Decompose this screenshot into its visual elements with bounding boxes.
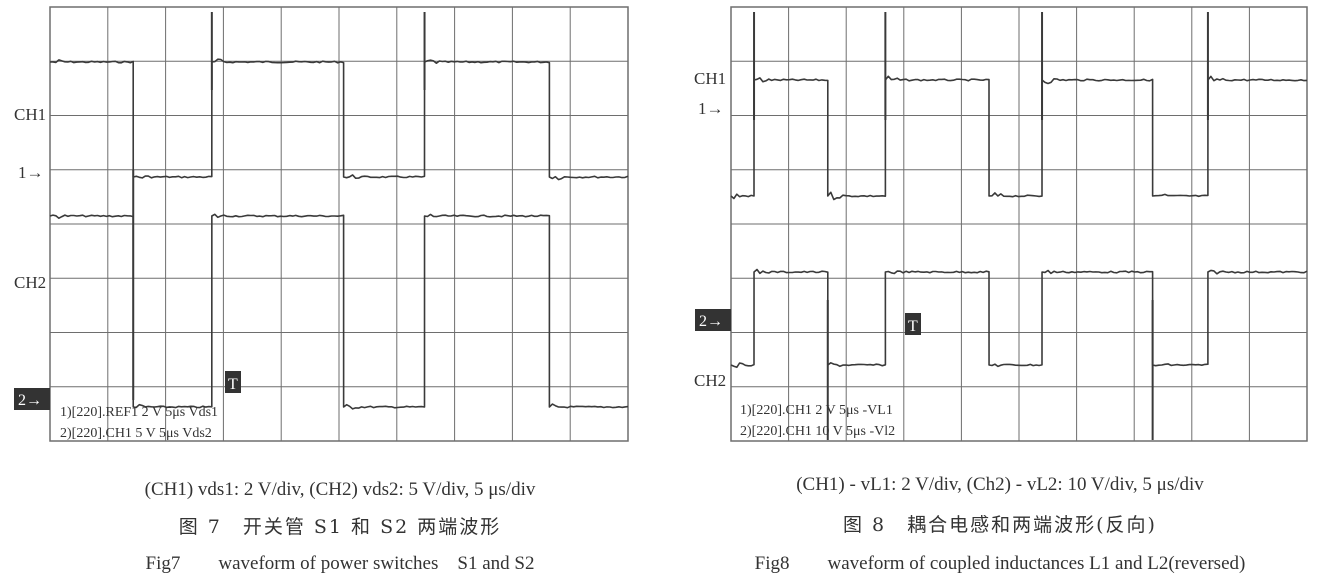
fig7-info-line-2: 2)[220].CH1 5 V 5μs Vds2 xyxy=(60,426,212,441)
fig8-caption-english: Fig8 waveform of coupled inductances L1 … xyxy=(754,553,1246,574)
fig7-marker-1: 1→ xyxy=(18,163,44,182)
fig8-marker-1: 1→ xyxy=(698,99,724,118)
fig8-trigger-marker: T xyxy=(908,318,918,335)
fig8-trigger-box xyxy=(905,313,921,335)
figure-7-traces xyxy=(49,12,629,410)
fig7-trigger-marker: T xyxy=(228,376,238,393)
fig8-trace-ch2 xyxy=(730,268,1308,369)
fig7-caption-units: (CH1) vds1: 2 V/div, (CH2) vds2: 5 V/div… xyxy=(144,479,536,500)
fig8-info-line-2: 2)[220].CH1 10 V 5μs -Vl2 xyxy=(740,424,895,439)
fig7-trigger-box xyxy=(225,371,241,393)
fig7-trace-ch2 xyxy=(49,213,629,410)
figure-7-scope: CH1 1→ CH2 2→ T 1)[220].REF1 2 V 5μs Vds… xyxy=(14,6,629,442)
fig8-info-line-1: 1)[220].CH1 2 V 5μs -VL1 xyxy=(740,403,893,418)
fig7-caption-english: Fig7 waveform of power switches S1 and S… xyxy=(145,553,535,574)
figure-8-grid xyxy=(730,6,1308,442)
fig8-ch1-label: CH1 xyxy=(694,69,726,88)
fig7-marker-2: 2→ xyxy=(18,392,42,409)
fig7-trace-ch1 xyxy=(49,58,629,181)
fig7-ch2-label: CH2 xyxy=(14,273,46,292)
fig7-caption-chinese: 图 7 开关管 S1 和 S2 两端波形 xyxy=(178,516,502,538)
figure-7-grid xyxy=(49,6,629,442)
fig7-marker-2-box xyxy=(14,388,50,410)
fig8-marker-2-box xyxy=(695,309,731,331)
fig8-ch2-label: CH2 xyxy=(694,371,726,390)
fig7-ch1-label: CH1 xyxy=(14,105,46,124)
figure-8-scope: CH1 1→ 2→ CH2 T 1)[220].CH1 2 V 5μs -VL1… xyxy=(694,6,1308,442)
fig7-info-line-1: 1)[220].REF1 2 V 5μs Vds1 xyxy=(60,405,218,420)
fig8-caption-chinese: 图 8 耦合电感和两端波形(反向) xyxy=(843,514,1157,536)
fig8-marker-2: 2→ xyxy=(699,313,723,330)
figure-8-traces xyxy=(730,12,1308,440)
fig8-caption-units: (CH1) - vL1: 2 V/div, (Ch2) - vL2: 10 V/… xyxy=(796,474,1204,495)
